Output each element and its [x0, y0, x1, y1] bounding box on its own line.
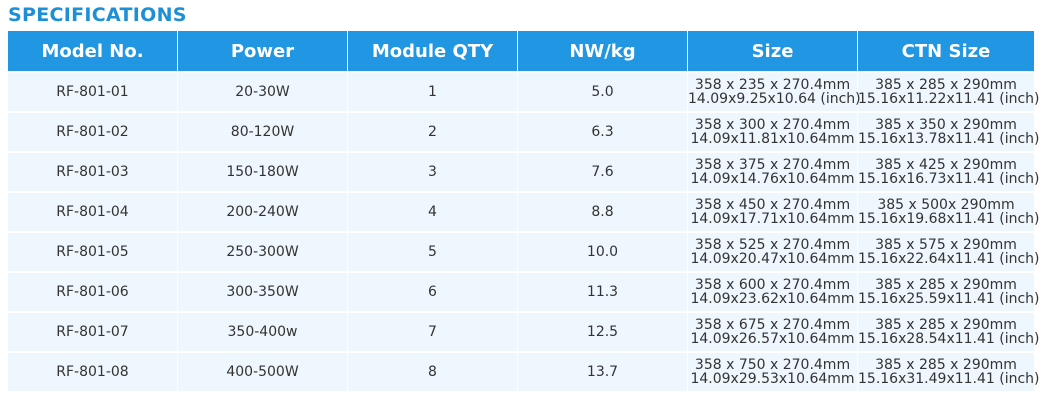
table-row: RF-801-02 80-120W 2 6.3 358 x 300 x 270.… [8, 111, 1040, 151]
power-cell: 300-350W [178, 271, 348, 311]
model-cell: RF-801-04 [8, 191, 178, 231]
qty-cell: 2 [348, 111, 518, 151]
size-cell: 358 x 525 x 270.4mm 14.09x20.47x10.64mm [688, 231, 858, 271]
model-cell: RF-801-05 [8, 231, 178, 271]
table-row: RF-801-04 200-240W 4 8.8 358 x 450 x 270… [8, 191, 1040, 231]
ctn-size-mm: 385 x 350 x 290mm [875, 117, 1017, 133]
header-row: Model No. Power Module QTY NW/kg Size CT… [8, 31, 1034, 71]
size-cell: 358 x 300 x 270.4mm 14.09x11.81x10.64mm [688, 111, 858, 151]
size-inch: 14.09x29.53x10.64mm [690, 371, 855, 387]
model-cell: RF-801-07 [8, 311, 178, 351]
size-mm: 358 x 525 x 270.4mm [694, 237, 851, 253]
nw-cell: 12.5 [518, 311, 688, 351]
ctn-size-mm: 385 x 425 x 290mm [875, 157, 1017, 173]
column-header-size: Size [688, 31, 858, 71]
size-inch: 14.09x14.76x10.64mm [690, 171, 855, 187]
table-row: RF-801-05 250-300W 5 10.0 358 x 525 x 27… [8, 231, 1040, 271]
model-cell: RF-801-02 [8, 111, 178, 151]
section-heading: SPECIFICATIONS [8, 4, 187, 26]
ctn-size-cell: 385 x 500x 290mm 15.16x19.68x11.41 (inch) [858, 191, 1040, 231]
nw-cell: 5.0 [518, 71, 688, 111]
ctn-size-mm: 385 x 285 x 290mm [875, 317, 1017, 333]
ctn-size-inch: 15.16x13.78x11.41 (inch) [858, 131, 1040, 147]
ctn-size-cell: 385 x 285 x 290mm 15.16x31.49x11.41 (inch… [858, 351, 1040, 391]
size-inch: 14.09x9.25x10.64 (inch) [688, 91, 861, 107]
ctn-size-inch: 15.16x16.73x11.41 (inch) [858, 171, 1040, 187]
qty-cell: 3 [348, 151, 518, 191]
nw-cell: 11.3 [518, 271, 688, 311]
power-cell: 350-400w [178, 311, 348, 351]
column-header-power: Power [178, 31, 348, 71]
column-header-model: Model No. [8, 31, 178, 71]
size-cell: 358 x 600 x 270.4mm 14.09x23.62x10.64mm [688, 271, 858, 311]
ctn-size-mm: 385 x 500x 290mm [877, 197, 1015, 213]
ctn-size-mm: 385 x 285 x 290mm [875, 357, 1017, 373]
table-row: RF-801-01 20-30W 1 5.0 358 x 235 x 270.4… [8, 71, 1040, 111]
ctn-size-inch: 15.16x22.64x11.41 (inch) [858, 251, 1040, 267]
ctn-size-inch: 15.16x28.54x11.41 (inch) [858, 331, 1040, 347]
qty-cell: 6 [348, 271, 518, 311]
size-mm: 358 x 375 x 270.4mm [694, 157, 851, 173]
size-cell: 358 x 750 x 270.4mm 14.09x29.53x10.64mm [688, 351, 858, 391]
ctn-size-mm: 385 x 285 x 290mm [875, 77, 1017, 93]
qty-cell: 4 [348, 191, 518, 231]
model-cell: RF-801-08 [8, 351, 178, 391]
size-mm: 358 x 235 x 270.4mm [694, 77, 851, 93]
model-cell: RF-801-06 [8, 271, 178, 311]
qty-cell: 8 [348, 351, 518, 391]
nw-cell: 10.0 [518, 231, 688, 271]
column-header-ctn-size: CTN Size [858, 31, 1034, 71]
power-cell: 150-180W [178, 151, 348, 191]
size-mm: 358 x 675 x 270.4mm [694, 317, 851, 333]
ctn-size-mm: 385 x 285 x 290mm [875, 277, 1017, 293]
nw-cell: 13.7 [518, 351, 688, 391]
size-mm: 358 x 450 x 270.4mm [694, 197, 851, 213]
table-row: RF-801-03 150-180W 3 7.6 358 x 375 x 270… [8, 151, 1040, 191]
table-row: RF-801-06 300-350W 6 11.3 358 x 600 x 27… [8, 271, 1040, 311]
size-inch: 14.09x11.81x10.64mm [690, 131, 855, 147]
power-cell: 400-500W [178, 351, 348, 391]
size-inch: 14.09x23.62x10.64mm [690, 291, 855, 307]
column-header-nw: NW/kg [518, 31, 688, 71]
ctn-size-inch: 15.16x19.68x11.41 (inch) [858, 211, 1040, 227]
size-cell: 358 x 235 x 270.4mm 14.09x9.25x10.64 (inc… [688, 71, 861, 111]
qty-cell: 1 [348, 71, 518, 111]
specifications-table: Model No. Power Module QTY NW/kg Size CT… [8, 31, 1040, 391]
size-mm: 358 x 750 x 270.4mm [694, 357, 851, 373]
size-cell: 358 x 675 x 270.4mm 14.09x26.57x10.64mm [688, 311, 858, 351]
size-inch: 14.09x20.47x10.64mm [690, 251, 855, 267]
size-cell: 358 x 450 x 270.4mm 14.09x17.71x10.64mm [688, 191, 858, 231]
qty-cell: 5 [348, 231, 518, 271]
ctn-size-cell: 385 x 285 x 290mm 15.16x25.59x11.41 (inch… [858, 271, 1040, 311]
model-cell: RF-801-01 [8, 71, 178, 111]
ctn-size-cell: 385 x 350 x 290mm 15.16x13.78x11.41 (inch… [858, 111, 1040, 151]
model-cell: RF-801-03 [8, 151, 178, 191]
size-mm: 358 x 300 x 270.4mm [694, 117, 851, 133]
power-cell: 200-240W [178, 191, 348, 231]
table-row: RF-801-08 400-500W 8 13.7 358 x 750 x 27… [8, 351, 1040, 391]
ctn-size-inch: 15.16x11.22x11.41 (inch) [858, 91, 1040, 107]
size-inch: 14.09x17.71x10.64mm [690, 211, 855, 227]
size-cell: 358 x 375 x 270.4mm 14.09x14.76x10.64mm [688, 151, 858, 191]
size-inch: 14.09x26.57x10.64mm [690, 331, 855, 347]
ctn-size-cell: 385 x 425 x 290mm 15.16x16.73x11.41 (inch… [858, 151, 1040, 191]
column-header-module-qty: Module QTY [348, 31, 518, 71]
nw-cell: 8.8 [518, 191, 688, 231]
ctn-size-cell: 385 x 285 x 290mm 15.16x11.22x11.41 (inch… [858, 71, 1040, 111]
ctn-size-cell: 385 x 285 x 290mm 15.16x28.54x11.41 (inch… [858, 311, 1040, 351]
nw-cell: 6.3 [518, 111, 688, 151]
table-row: RF-801-07 350-400w 7 12.5 358 x 675 x 27… [8, 311, 1040, 351]
power-cell: 250-300W [178, 231, 348, 271]
ctn-size-inch: 15.16x25.59x11.41 (inch) [858, 291, 1040, 307]
power-cell: 80-120W [178, 111, 348, 151]
power-cell: 20-30W [178, 71, 348, 111]
nw-cell: 7.6 [518, 151, 688, 191]
size-mm: 358 x 600 x 270.4mm [694, 277, 851, 293]
qty-cell: 7 [348, 311, 518, 351]
ctn-size-cell: 385 x 575 x 290mm 15.16x22.64x11.41 (inch… [858, 231, 1040, 271]
ctn-size-inch: 15.16x31.49x11.41 (inch) [858, 371, 1040, 387]
ctn-size-mm: 385 x 575 x 290mm [875, 237, 1017, 253]
